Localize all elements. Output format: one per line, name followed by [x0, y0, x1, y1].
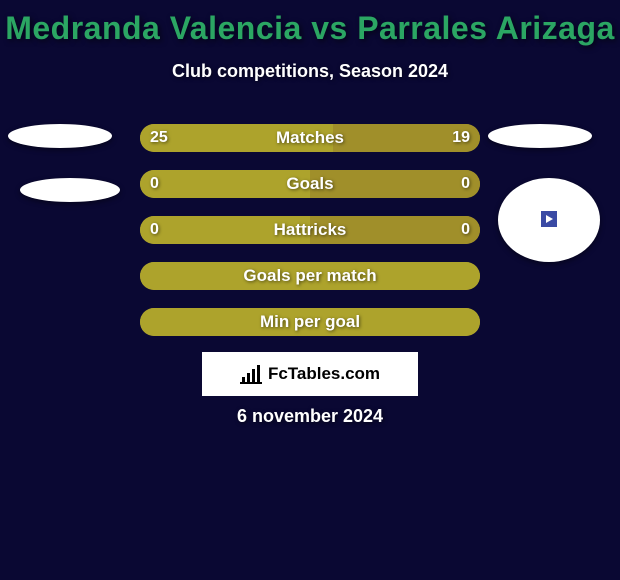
- bar-label: Goals per match: [140, 262, 480, 290]
- bar-label: Matches: [140, 124, 480, 152]
- comparison-bars: 25 Matches 19 0 Goals 0 0 Hattricks 0 Go…: [140, 124, 480, 354]
- player-left-shape-2: [20, 178, 120, 202]
- bar-matches: 25 Matches 19: [140, 124, 480, 152]
- page-title: Medranda Valencia vs Parrales Arizaga: [0, 0, 620, 47]
- bar-right-value: 0: [461, 170, 470, 198]
- player-right-shape-1: [488, 124, 592, 148]
- bar-goals-per-match: Goals per match: [140, 262, 480, 290]
- bar-label: Hattricks: [140, 216, 480, 244]
- logo-box[interactable]: FcTables.com: [202, 352, 418, 396]
- bar-right-value: 19: [452, 124, 470, 152]
- bar-goals: 0 Goals 0: [140, 170, 480, 198]
- stage: Medranda Valencia vs Parrales Arizaga Cl…: [0, 0, 620, 580]
- page-subtitle: Club competitions, Season 2024: [0, 61, 620, 82]
- bar-min-per-goal: Min per goal: [140, 308, 480, 336]
- snapshot-date: 6 november 2024: [0, 406, 620, 427]
- player-left-shape-1: [8, 124, 112, 148]
- bar-right-value: 0: [461, 216, 470, 244]
- logo-text: FcTables.com: [268, 364, 380, 384]
- bar-label: Goals: [140, 170, 480, 198]
- bar-hattricks: 0 Hattricks 0: [140, 216, 480, 244]
- bar-label: Min per goal: [140, 308, 480, 336]
- play-badge: [541, 211, 557, 232]
- bar-chart-icon: [240, 363, 262, 385]
